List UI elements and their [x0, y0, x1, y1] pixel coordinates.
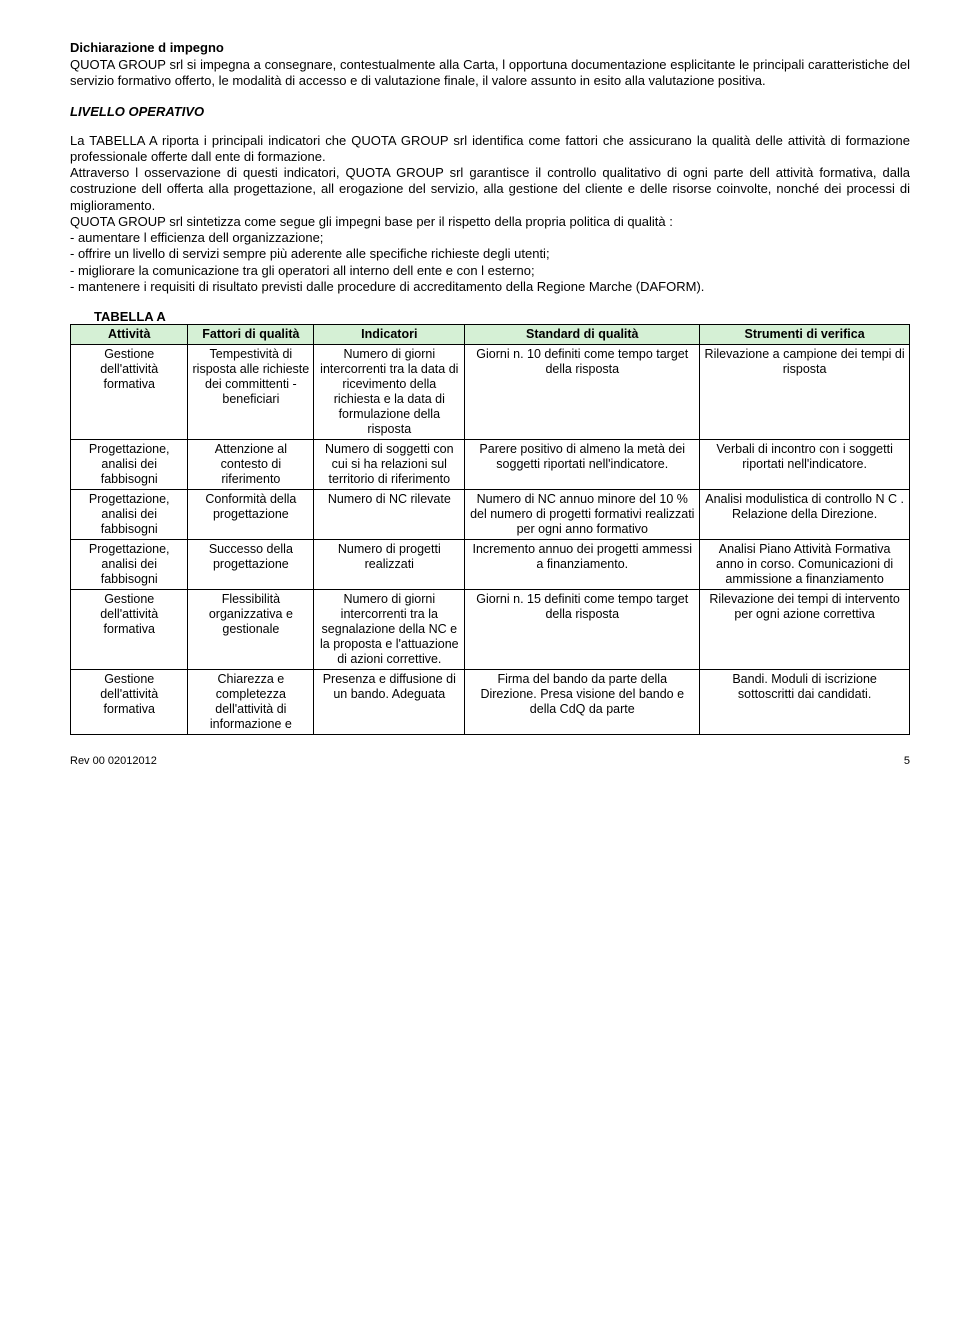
table-cell: Verbali di incontro con i soggetti ripor… — [700, 440, 910, 490]
table-cell: Gestione dell'attività formativa — [71, 345, 188, 440]
table-cell: Incremento annuo dei progetti ammessi a … — [465, 540, 700, 590]
declaration-body: QUOTA GROUP srl si impegna a consegnare,… — [70, 57, 910, 90]
table-cell: Parere positivo di almeno la metà dei so… — [465, 440, 700, 490]
table-cell: Firma del bando da parte della Direzione… — [465, 670, 700, 735]
table-row: Gestione dell'attività formativaFlessibi… — [71, 590, 910, 670]
table-row: Gestione dell'attività formativaTempesti… — [71, 345, 910, 440]
table-cell: Progettazione, analisi dei fabbisogni — [71, 440, 188, 490]
table-cell: Flessibilità organizzativa e gestionale — [188, 590, 314, 670]
table-cell: Analisi modulistica di controllo N C . R… — [700, 490, 910, 540]
table-cell: Numero di giorni intercorrenti tra la da… — [314, 345, 465, 440]
col-attivita: Attività — [71, 325, 188, 345]
table-header-row: Attività Fattori di qualità Indicatori S… — [71, 325, 910, 345]
table-cell: Numero di NC rilevate — [314, 490, 465, 540]
table-cell: Gestione dell'attività formativa — [71, 590, 188, 670]
table-cell: Numero di soggetti con cui si ha relazio… — [314, 440, 465, 490]
footer-page-number: 5 — [904, 755, 910, 767]
table-row: Progettazione, analisi dei fabbisogniSuc… — [71, 540, 910, 590]
operative-level-title: LIVELLO OPERATIVO — [70, 104, 910, 119]
operative-bullet-4: - mantenere i requisiti di risultato pre… — [70, 279, 704, 294]
table-cell: Tempestività di risposta alle richieste … — [188, 345, 314, 440]
table-cell: Numero di NC annuo minore del 10 % del n… — [465, 490, 700, 540]
table-cell: Progettazione, analisi dei fabbisogni — [71, 490, 188, 540]
table-cell: Giorni n. 10 definiti come tempo target … — [465, 345, 700, 440]
operative-bullet-2: - offrire un livello di servizi sempre p… — [70, 246, 550, 261]
table-cell: Presenza e diffusione di un bando. Adegu… — [314, 670, 465, 735]
table-cell: Successo della progettazione — [188, 540, 314, 590]
operative-block: La TABELLA A riporta i principali indica… — [70, 133, 910, 296]
table-cell: Rilevazione dei tempi di intervento per … — [700, 590, 910, 670]
operative-p2: Attraverso l osservazione di questi indi… — [70, 165, 910, 213]
table-row: Gestione dell'attività formativaChiarezz… — [71, 670, 910, 735]
table-cell: Chiarezza e completezza dell'attività di… — [188, 670, 314, 735]
table-cell: Analisi Piano Attività Formativa anno in… — [700, 540, 910, 590]
col-strumenti: Strumenti di verifica — [700, 325, 910, 345]
declaration-title: Dichiarazione d impegno — [70, 40, 910, 55]
table-cell: Attenzione al contesto di riferimento — [188, 440, 314, 490]
col-indicatori: Indicatori — [314, 325, 465, 345]
table-cell: Numero di giorni intercorrenti tra la se… — [314, 590, 465, 670]
table-cell: Giorni n. 15 definiti come tempo target … — [465, 590, 700, 670]
quality-table: Attività Fattori di qualità Indicatori S… — [70, 324, 910, 735]
operative-bullet-3: - migliorare la comunicazione tra gli op… — [70, 263, 535, 278]
table-row: Progettazione, analisi dei fabbisogniAtt… — [71, 440, 910, 490]
table-cell: Rilevazione a campione dei tempi di risp… — [700, 345, 910, 440]
operative-bullet-1: - aumentare l efficienza dell organizzaz… — [70, 230, 323, 245]
operative-p3: QUOTA GROUP srl sintetizza come segue gl… — [70, 214, 673, 229]
col-fattori: Fattori di qualità — [188, 325, 314, 345]
table-cell: Numero di progetti realizzati — [314, 540, 465, 590]
table-cell: Progettazione, analisi dei fabbisogni — [71, 540, 188, 590]
table-cell: Gestione dell'attività formativa — [71, 670, 188, 735]
table-row: Progettazione, analisi dei fabbisogniCon… — [71, 490, 910, 540]
page-footer: Rev 00 02012012 5 — [70, 755, 910, 767]
table-cell: Conformità della progettazione — [188, 490, 314, 540]
operative-p1: La TABELLA A riporta i principali indica… — [70, 133, 910, 164]
footer-revision: Rev 00 02012012 — [70, 755, 157, 767]
table-cell: Bandi. Moduli di iscrizione sottoscritti… — [700, 670, 910, 735]
col-standard: Standard di qualità — [465, 325, 700, 345]
table-a-title: TABELLA A — [94, 309, 910, 324]
